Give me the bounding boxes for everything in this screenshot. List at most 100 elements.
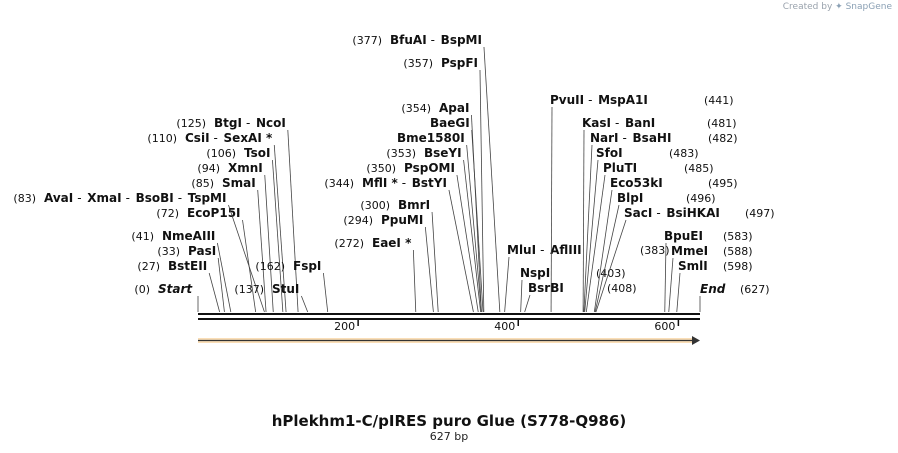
site-position: (441) xyxy=(704,94,734,107)
site-position: (588) xyxy=(723,245,753,258)
leader-line xyxy=(668,257,674,313)
site-position: (482) xyxy=(708,132,738,145)
enzyme-name: PpuMI xyxy=(381,213,423,227)
leader-line xyxy=(463,159,482,313)
enzyme-name: PluTI xyxy=(603,161,637,175)
snapgene-credit: Created by ✦ SnapGene xyxy=(783,2,892,12)
leader-line xyxy=(264,174,274,313)
enzyme-site: BtgI - NcoI(125) xyxy=(176,116,299,313)
name-separator: - xyxy=(402,176,406,190)
enzyme-name: BlpI xyxy=(617,191,643,205)
leader-line xyxy=(466,144,482,313)
enzyme-name: PspFI xyxy=(441,56,478,70)
site-position: (408) xyxy=(607,282,637,295)
enzyme-site: BsrBI (408) xyxy=(524,281,637,313)
enzyme-site: XmnI (94) xyxy=(197,161,274,313)
enzyme-name: NcoI xyxy=(256,116,286,130)
site-position: (403) xyxy=(596,267,626,280)
enzyme-name: BmrI xyxy=(398,198,430,212)
leader-line xyxy=(520,279,523,313)
site-position: (137) xyxy=(234,283,264,296)
leader-line xyxy=(208,272,221,313)
enzyme-name: SexAI * xyxy=(224,131,273,145)
leader-line xyxy=(216,242,232,313)
site-position: (377) xyxy=(352,34,382,47)
enzyme-site: FspI (162) xyxy=(255,259,329,313)
leader-line xyxy=(676,272,681,313)
leader-line xyxy=(257,189,267,313)
enzyme-site: Start (0) xyxy=(134,282,199,312)
site-position: (354) xyxy=(401,102,431,115)
name-separator: - xyxy=(615,116,619,130)
site-position: (162) xyxy=(255,260,285,273)
enzyme-name: SacI xyxy=(624,206,652,220)
site-position: (106) xyxy=(206,147,236,160)
leader-line xyxy=(585,174,606,313)
enzyme-name: EaeI * xyxy=(372,236,412,250)
enzyme-site: PvuII - MspA1I (441) xyxy=(550,93,734,313)
enzyme-site: PspFI (357) xyxy=(403,56,485,313)
enzyme-site: End (627) xyxy=(699,282,770,312)
enzyme-site: BstEII (27) xyxy=(137,259,221,313)
leader-line xyxy=(217,257,225,313)
site-position: (496) xyxy=(686,192,716,205)
credit-prefix: Created by xyxy=(782,2,833,12)
enzyme-site: PpuMI (294) xyxy=(343,213,434,313)
leader-line xyxy=(431,211,439,313)
enzyme-name: StuI xyxy=(272,282,299,296)
enzyme-name: PasI xyxy=(188,244,216,258)
enzyme-site: AvaI - XmaI - BsoBI - TspMI(83) xyxy=(13,191,265,313)
leader-line xyxy=(595,219,627,313)
leader-line xyxy=(301,295,309,313)
site-position: (72) xyxy=(156,207,179,220)
site-position: (583) xyxy=(723,230,753,243)
enzyme-site: PasI (33) xyxy=(157,244,225,313)
enzyme-site: MluI - AflIII (383) xyxy=(504,243,670,313)
enzyme-name: MluI xyxy=(507,243,536,257)
enzyme-name: SfoI xyxy=(596,146,623,160)
leader-line xyxy=(272,159,284,313)
enzyme-site: TsoI (106) xyxy=(206,146,284,313)
map-title: hPlekhm1-C/pIRES puro Glue (S778-Q986) xyxy=(271,412,627,430)
enzyme-name: TsoI xyxy=(244,146,270,160)
enzyme-name: Start xyxy=(158,282,193,296)
name-separator: - xyxy=(431,33,435,47)
enzyme-name: BanI xyxy=(625,116,655,130)
leader-line xyxy=(287,129,299,313)
enzyme-site: BseYI (353) xyxy=(386,146,482,313)
name-separator: - xyxy=(540,243,544,257)
leader-line xyxy=(582,129,585,313)
site-position: (353) xyxy=(386,147,416,160)
leader-line xyxy=(448,189,474,313)
leader-line xyxy=(524,294,531,313)
leader-line xyxy=(273,144,287,313)
enzyme-name: ApaI xyxy=(439,101,469,115)
name-separator: - xyxy=(126,191,130,205)
enzyme-site: SacI - BsiHKAI (497) xyxy=(595,206,775,313)
site-position: (627) xyxy=(740,283,770,296)
enzyme-site: MmeI (588) xyxy=(668,244,753,313)
site-position: (272) xyxy=(334,237,364,250)
enzyme-site: PluTI (485) xyxy=(585,161,714,313)
name-separator: - xyxy=(77,191,81,205)
site-position: (300) xyxy=(360,199,390,212)
enzyme-name: PspOMI xyxy=(404,161,455,175)
enzyme-name: BpuEI xyxy=(664,229,703,243)
site-position: (0) xyxy=(134,283,150,296)
site-position: (110) xyxy=(147,132,177,145)
site-position: (357) xyxy=(403,57,433,70)
site-position: (481) xyxy=(707,117,737,130)
leader-line xyxy=(412,249,417,313)
name-separator: - xyxy=(214,131,218,145)
enzyme-name: EcoP15I xyxy=(187,206,241,220)
enzyme-name: FspI xyxy=(293,259,321,273)
enzyme-site: MflI * - BstYI (344) xyxy=(324,176,474,313)
ruler-tick-label: 400 xyxy=(494,320,515,333)
enzyme-site: EaeI * (272) xyxy=(334,236,417,313)
name-separator: - xyxy=(656,206,660,220)
enzyme-name: BseYI xyxy=(424,146,462,160)
enzyme-name: BstEII xyxy=(168,259,207,273)
enzyme-name: BsiHKAI xyxy=(666,206,720,220)
enzyme-site: SmaI (85) xyxy=(191,176,267,313)
enzyme-site: BpuEI (583) xyxy=(664,229,753,313)
